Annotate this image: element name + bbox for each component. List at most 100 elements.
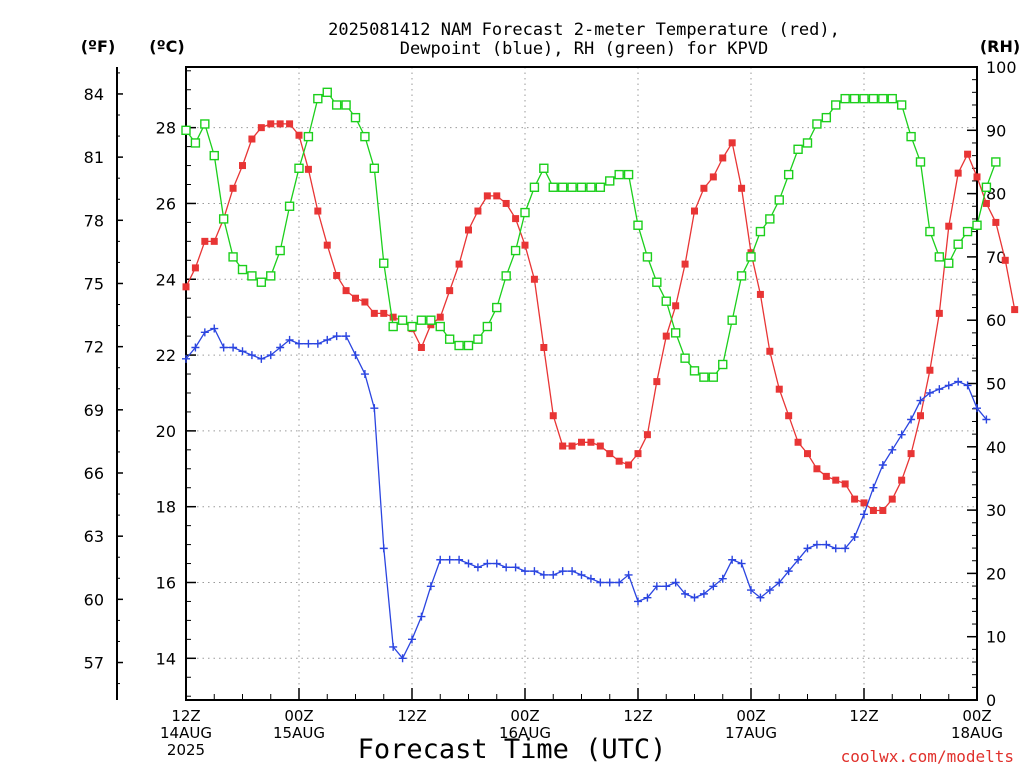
data-point [501, 271, 511, 281]
data-point [521, 241, 529, 249]
data-point [945, 222, 953, 230]
data-point [917, 412, 924, 420]
data-point [436, 555, 445, 564]
data-point [1001, 256, 1009, 264]
data-point [962, 226, 973, 237]
data-point [190, 138, 201, 148]
data-point [653, 378, 661, 386]
fahrenheit-tick-label: 66 [84, 464, 104, 483]
data-point [257, 124, 265, 132]
data-point [821, 112, 832, 123]
data-point [444, 334, 455, 344]
data-point [314, 207, 322, 215]
data-point [266, 351, 275, 360]
data-point [661, 296, 671, 306]
data-point [689, 366, 700, 376]
series-temperature [182, 120, 1019, 514]
ticks: 14 16 18 20 22 24 26 28 57 60 63 66 69 72 75 78 81 84 0 10 2… [84, 58, 1017, 759]
data-point [680, 353, 690, 363]
data-point [784, 567, 793, 576]
data-point [398, 654, 407, 663]
data-point [615, 457, 623, 465]
fahrenheit-tick-label: 72 [84, 338, 104, 357]
x-tick-label: 2025 [167, 741, 205, 759]
data-point [237, 264, 248, 275]
data-point [860, 499, 868, 507]
data-point [426, 582, 435, 591]
data-point [878, 460, 887, 469]
data-point [379, 544, 388, 553]
data-point [360, 370, 369, 379]
data-point [370, 404, 379, 413]
data-point [369, 163, 380, 173]
rh-tick-label: 0 [986, 691, 996, 710]
data-point [417, 612, 426, 621]
data-point [841, 544, 850, 553]
data-point [888, 495, 896, 503]
fahrenheit-tick-label: 81 [84, 148, 104, 167]
data-point [483, 559, 492, 568]
x-tick-label: 12Z [849, 707, 878, 725]
data-point [370, 309, 378, 317]
data-point [388, 321, 398, 332]
data-point [973, 404, 981, 413]
data-point [248, 135, 256, 143]
data-point [218, 214, 229, 224]
data-point [831, 100, 841, 110]
plot-frame [185, 66, 978, 701]
data-point [643, 431, 651, 439]
data-point [323, 241, 331, 249]
data-point [832, 476, 840, 484]
data-point [934, 252, 945, 262]
data-point [783, 169, 794, 180]
data-point [1011, 306, 1019, 314]
data-point [802, 138, 813, 148]
data-point [736, 271, 747, 281]
data-point [454, 340, 464, 351]
data-point [719, 154, 727, 162]
data-point [520, 207, 530, 218]
grid [186, 67, 977, 700]
data-point [389, 642, 398, 651]
data-point [915, 157, 926, 167]
x-tick-label: 17AUG [725, 724, 777, 742]
data-point [813, 465, 821, 473]
data-point [812, 119, 822, 129]
data-point [879, 506, 887, 514]
data-point [228, 252, 238, 262]
data-point [351, 351, 360, 360]
data-point [681, 589, 690, 598]
data-point [331, 100, 342, 110]
data-point [953, 239, 963, 249]
data-point [473, 334, 483, 344]
data-point [982, 199, 990, 207]
fahrenheit-tick-label: 60 [84, 590, 104, 609]
fahrenheit-tick-label: 84 [84, 85, 104, 104]
data-point [408, 635, 416, 644]
data-point [765, 214, 775, 224]
data-point [954, 169, 962, 177]
data-point [662, 582, 671, 591]
rh-tick-label: 40 [986, 438, 1006, 457]
data-point [615, 578, 624, 587]
data-point [774, 195, 784, 205]
data-point [907, 450, 915, 458]
data-point [944, 258, 954, 268]
data-point [868, 93, 879, 104]
data-point [926, 366, 934, 374]
data-point [219, 343, 228, 352]
celsius-tick-label: 16 [156, 573, 176, 592]
data-point [502, 563, 511, 572]
fahrenheit-tick-label: 63 [84, 527, 104, 546]
data-point [473, 563, 482, 572]
data-point [642, 252, 653, 262]
data-point [972, 220, 982, 230]
x-tick-label: 15AUG [273, 724, 325, 742]
celsius-tick-label: 26 [156, 194, 176, 213]
data-point [492, 559, 501, 568]
data-point [407, 321, 417, 332]
data-point [935, 309, 943, 317]
chart-title-line-1: 2025081412 NAM Forecast 2-meter Temperat… [328, 20, 840, 40]
series-dewpoint [182, 324, 991, 663]
x-tick-label: 18AUG [951, 724, 1003, 742]
